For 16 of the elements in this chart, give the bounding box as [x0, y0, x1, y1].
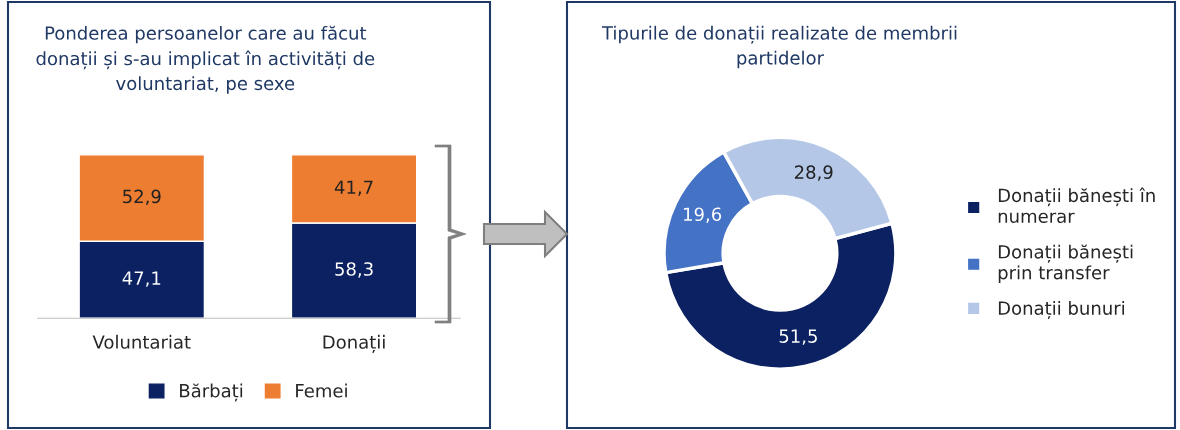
data-label: 19,6 — [684, 207, 722, 223]
legend-label: Donații bănești în numerar — [998, 187, 1155, 223]
data-label: 41,7 — [334, 180, 373, 196]
data-label: 58,3 — [335, 262, 373, 278]
x-tick-label: Donații — [323, 334, 385, 353]
legend-label: Donații bunuri — [998, 300, 1125, 320]
legend-label: Donații bănești prin transfer — [998, 244, 1133, 283]
data-label: 28,9 — [794, 165, 833, 181]
legend-label: Bărbați — [180, 383, 243, 402]
data-label: 52,9 — [123, 189, 161, 206]
chart-title: Ponderea persoanelor care au făcut donații și s-au implicat în activități de voluntariat, pe sexe — [36, 25, 375, 94]
legend-label: Femei — [296, 383, 347, 398]
data-label: 51,5 — [779, 329, 817, 345]
chart-title: Tipurile de donații realizate de membrii partidelor — [601, 25, 957, 69]
data-label: 47,1 — [122, 271, 161, 287]
x-tick-label: Voluntariat — [92, 334, 191, 349]
